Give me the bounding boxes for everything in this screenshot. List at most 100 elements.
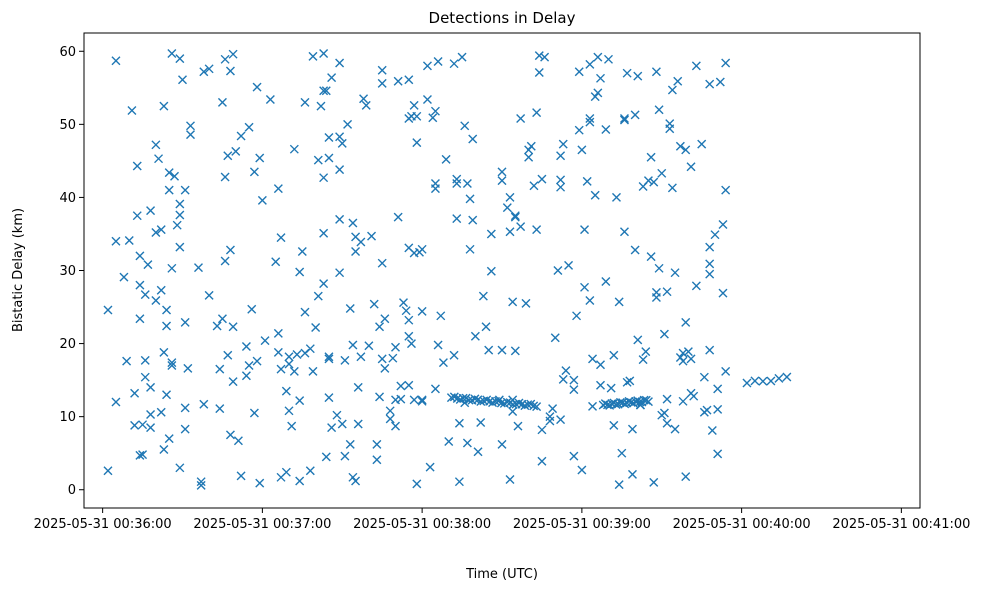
x-axis-label: Time (UTC): [465, 567, 538, 582]
data-point: [154, 154, 164, 164]
data-point: [321, 452, 331, 462]
data-point: [319, 86, 329, 96]
data-point: [186, 130, 195, 140]
data-point: [502, 203, 512, 213]
data-point: [705, 242, 715, 252]
data-point: [457, 52, 467, 62]
data-point: [391, 342, 400, 352]
data-point: [151, 228, 161, 237]
data-point: [452, 214, 462, 224]
data-point: [609, 420, 619, 430]
data-point: [713, 404, 723, 414]
data-point: [468, 215, 478, 225]
data-point: [308, 51, 318, 61]
data-point: [385, 406, 395, 416]
data-point: [545, 412, 555, 422]
data-point: [319, 173, 329, 183]
data-point: [321, 86, 331, 96]
data-point: [324, 393, 334, 403]
data-point: [588, 354, 598, 364]
data-point: [681, 317, 691, 327]
data-point: [151, 140, 161, 150]
data-point: [140, 355, 150, 365]
data-point: [212, 321, 222, 331]
data-point: [146, 206, 156, 216]
data-point: [556, 415, 566, 425]
data-point: [521, 298, 531, 308]
data-point: [178, 75, 188, 85]
data-point: [377, 354, 387, 364]
data-point: [502, 397, 512, 407]
data-point: [574, 67, 584, 77]
data-point: [217, 314, 227, 324]
data-point: [433, 57, 443, 66]
data-point: [196, 480, 206, 490]
x-tick-label: 2025-05-31 00:37:00: [193, 517, 331, 532]
data-point: [162, 305, 172, 315]
data-point: [271, 257, 281, 267]
data-point: [119, 272, 129, 282]
data-point: [689, 391, 699, 401]
data-point: [228, 377, 238, 387]
data-point: [335, 132, 345, 142]
data-point: [372, 439, 382, 449]
data-point: [713, 384, 723, 394]
data-point: [236, 471, 246, 481]
data-point: [718, 219, 728, 229]
data-point: [313, 291, 323, 301]
data-point: [537, 425, 547, 435]
data-point: [601, 124, 611, 134]
data-point: [319, 48, 329, 58]
data-point: [167, 48, 177, 58]
data-point: [540, 52, 550, 62]
data-point: [135, 280, 145, 290]
data-point: [295, 267, 305, 277]
y-axis-label: Bistatic Delay (km): [11, 208, 26, 332]
data-point: [380, 363, 390, 373]
data-point: [627, 424, 637, 434]
data-point: [305, 344, 315, 354]
data-point: [409, 395, 419, 405]
data-point: [681, 472, 691, 482]
data-point: [476, 418, 486, 427]
data-point: [396, 394, 406, 404]
data-point: [651, 287, 661, 297]
data-point: [532, 402, 542, 412]
data-point: [175, 242, 185, 252]
data-point: [574, 125, 584, 135]
data-point: [582, 176, 592, 186]
data-point: [249, 167, 259, 177]
data-point: [654, 263, 664, 273]
data-point: [702, 405, 712, 415]
data-point: [417, 244, 427, 254]
data-point: [412, 138, 422, 148]
data-point: [319, 279, 329, 289]
data-point: [705, 79, 715, 89]
data-point: [146, 382, 156, 392]
data-point: [348, 340, 358, 350]
plot-frame: [83, 32, 921, 509]
data-point: [497, 167, 507, 177]
data-point: [454, 477, 464, 487]
data-point: [186, 121, 195, 131]
data-point: [590, 190, 600, 200]
data-point: [215, 404, 225, 414]
data-point: [377, 65, 387, 75]
data-point: [284, 352, 294, 362]
data-point: [508, 407, 518, 417]
data-point: [556, 182, 566, 192]
data-point: [393, 212, 403, 222]
data-point: [138, 420, 148, 430]
data-point: [377, 78, 387, 88]
data-point: [388, 353, 398, 363]
data-point: [609, 350, 619, 360]
data-point: [257, 195, 267, 205]
data-point: [151, 295, 161, 305]
data-point: [681, 145, 691, 155]
data-point: [138, 450, 148, 460]
data-point: [691, 281, 701, 291]
data-point: [353, 419, 363, 429]
data-point: [529, 181, 539, 191]
data-point: [705, 269, 715, 279]
data-point: [462, 179, 472, 189]
